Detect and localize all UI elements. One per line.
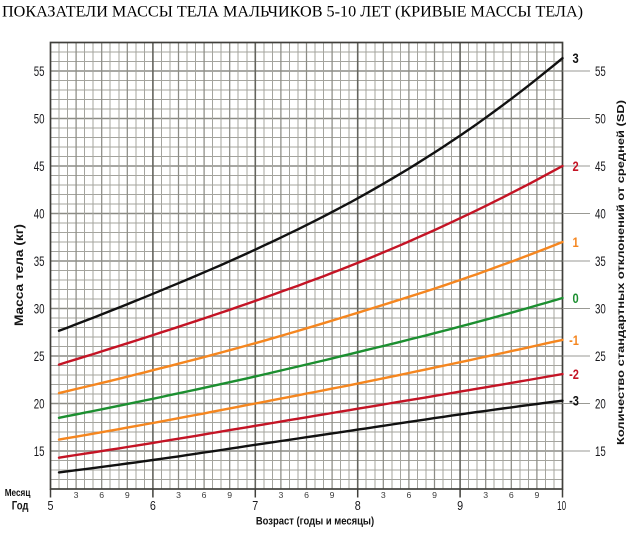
svg-text:50: 50	[34, 111, 45, 126]
svg-text:8: 8	[355, 498, 361, 513]
svg-text:9: 9	[534, 490, 539, 500]
svg-text:20: 20	[34, 396, 45, 411]
svg-text:6: 6	[150, 498, 156, 513]
svg-text:Месяц: Месяц	[5, 487, 31, 499]
svg-text:5: 5	[48, 498, 54, 513]
svg-text:Год: Год	[12, 498, 29, 512]
svg-text:6: 6	[202, 490, 207, 500]
svg-text:-3: -3	[569, 393, 579, 409]
svg-text:25: 25	[34, 349, 45, 364]
svg-text:45: 45	[34, 159, 45, 174]
svg-text:9: 9	[227, 490, 232, 500]
svg-text:3: 3	[74, 490, 79, 500]
svg-text:3: 3	[176, 490, 181, 500]
svg-text:3: 3	[483, 490, 488, 500]
svg-text:30: 30	[34, 301, 45, 316]
svg-text:25: 25	[595, 349, 606, 364]
svg-text:3: 3	[381, 490, 386, 500]
svg-text:9: 9	[457, 498, 463, 513]
svg-text:ПОКАЗАТЕЛИ МАССЫ ТЕЛА МАЛЬЧИКО: ПОКАЗАТЕЛИ МАССЫ ТЕЛА МАЛЬЧИКОВ 5-10 ЛЕТ…	[2, 4, 583, 21]
svg-text:-2: -2	[569, 366, 579, 382]
svg-text:Масса тела (кг): Масса тела (кг)	[14, 224, 26, 326]
svg-text:30: 30	[595, 301, 606, 316]
svg-text:9: 9	[330, 490, 335, 500]
svg-text:Количество стандартных отклоне: Количество стандартных отклонений от сре…	[615, 100, 627, 445]
svg-text:55: 55	[34, 64, 45, 79]
svg-text:35: 35	[595, 254, 606, 269]
svg-text:40: 40	[34, 206, 45, 221]
svg-text:6: 6	[99, 490, 104, 500]
svg-text:9: 9	[432, 490, 437, 500]
svg-text:Возраст (годы и месяцы): Возраст (годы и месяцы)	[256, 516, 375, 528]
svg-text:40: 40	[595, 206, 606, 221]
svg-text:7: 7	[252, 498, 258, 513]
svg-text:1: 1	[573, 234, 579, 250]
svg-text:3: 3	[573, 50, 579, 66]
svg-text:55: 55	[595, 64, 606, 79]
svg-text:35: 35	[34, 254, 45, 269]
svg-text:2: 2	[573, 158, 579, 174]
svg-text:6: 6	[406, 490, 411, 500]
svg-text:6: 6	[509, 490, 514, 500]
svg-text:50: 50	[595, 111, 606, 126]
svg-text:45: 45	[595, 159, 606, 174]
svg-text:15: 15	[34, 444, 45, 459]
svg-text:3: 3	[278, 490, 283, 500]
svg-text:0: 0	[573, 290, 579, 306]
svg-text:6: 6	[304, 490, 309, 500]
svg-text:10: 10	[557, 498, 566, 513]
svg-text:9: 9	[125, 490, 130, 500]
svg-text:-1: -1	[569, 332, 579, 348]
svg-text:15: 15	[595, 444, 606, 459]
svg-text:20: 20	[595, 396, 606, 411]
